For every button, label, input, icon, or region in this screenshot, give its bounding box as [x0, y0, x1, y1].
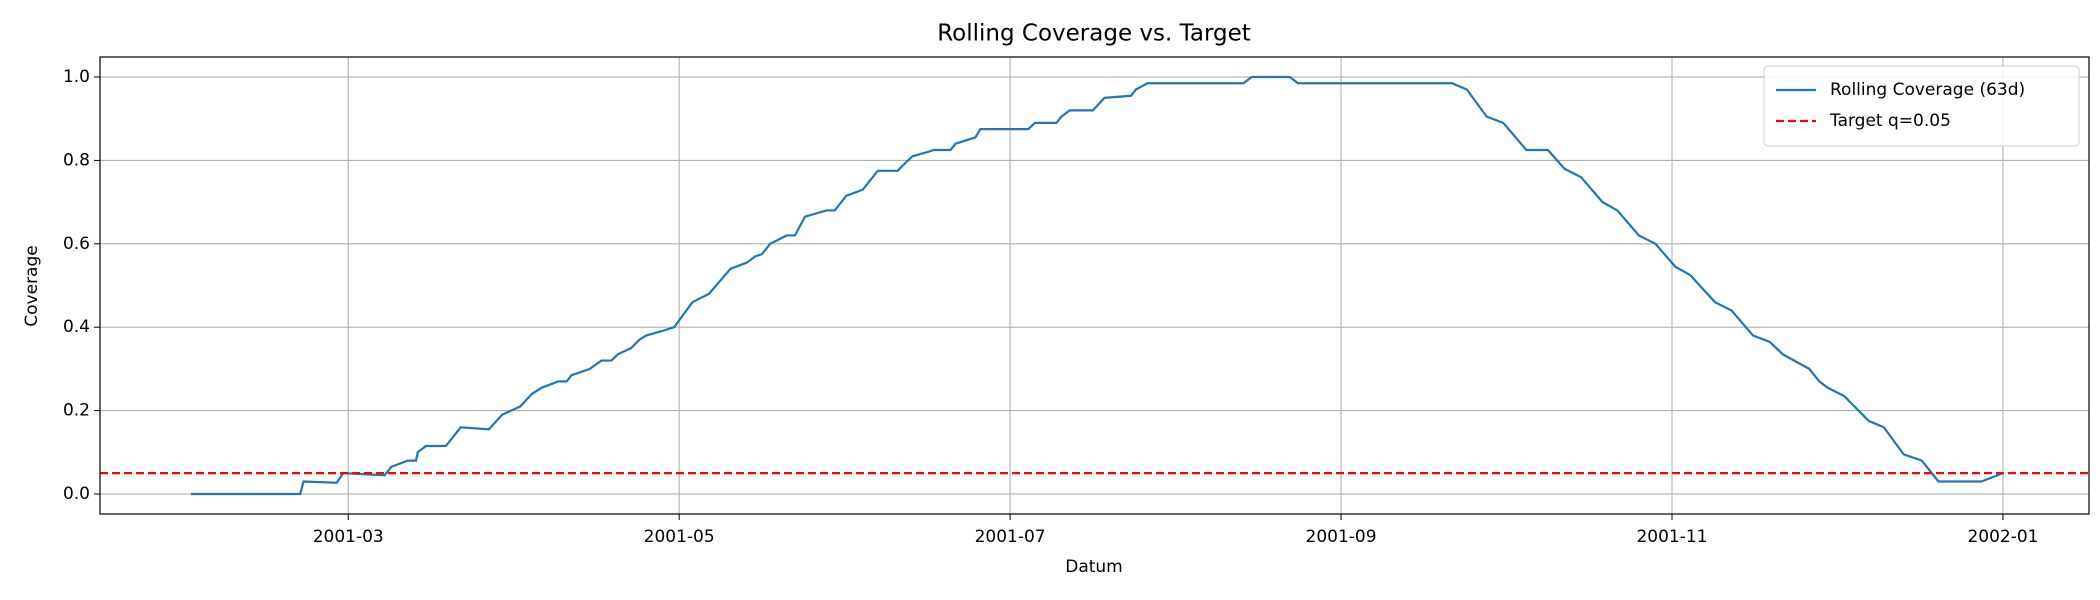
x-tick-label: 2001-05: [644, 527, 715, 547]
y-tick-label: 0.0: [63, 484, 90, 504]
x-tick-label: 2001-11: [1636, 527, 1707, 547]
y-tick-label: 0.2: [63, 401, 90, 421]
x-tick-label: 2002-01: [1967, 527, 2038, 547]
y-tick-label: 0.4: [63, 317, 90, 337]
legend-label: Rolling Coverage (63d): [1830, 80, 2025, 100]
plot-frame: [99, 56, 2090, 515]
data-line: [191, 75, 2004, 496]
legend-label: Target q=0.05: [1829, 111, 1951, 131]
x-axis-label: Datum: [1065, 557, 1123, 577]
legend-box: [1763, 65, 2080, 147]
legend: Rolling Coverage (63d) Target q=0.05: [1763, 65, 2080, 147]
x-tick-label: 2001-03: [313, 527, 384, 547]
chart-title: Rolling Coverage vs. Target: [937, 21, 1251, 47]
y-axis-label: Coverage: [22, 245, 42, 326]
x-tick-label: 2001-07: [975, 527, 1046, 547]
y-tick-label: 1.0: [63, 67, 90, 87]
x-tick-label: 2001-09: [1306, 527, 1377, 547]
y-tick-label: 0.6: [63, 234, 90, 254]
y-tick-label: 0.8: [63, 150, 90, 170]
